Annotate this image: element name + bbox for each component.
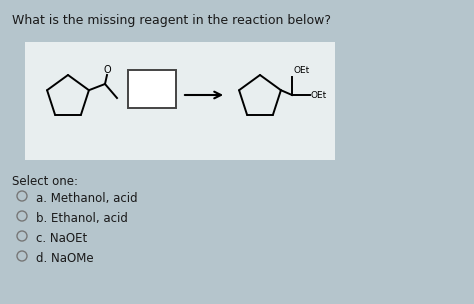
Text: b. Ethanol, acid: b. Ethanol, acid <box>36 212 128 225</box>
Text: a. Methanol, acid: a. Methanol, acid <box>36 192 137 205</box>
Text: d. NaOMe: d. NaOMe <box>36 252 94 265</box>
Text: OEt: OEt <box>294 66 310 75</box>
Text: What is the missing reagent in the reaction below?: What is the missing reagent in the react… <box>12 14 331 27</box>
Bar <box>128 70 176 108</box>
Text: O: O <box>103 65 111 75</box>
Text: OEt: OEt <box>311 92 327 101</box>
Text: Select one:: Select one: <box>12 175 78 188</box>
FancyBboxPatch shape <box>25 42 335 160</box>
Text: c. NaOEt: c. NaOEt <box>36 232 87 245</box>
